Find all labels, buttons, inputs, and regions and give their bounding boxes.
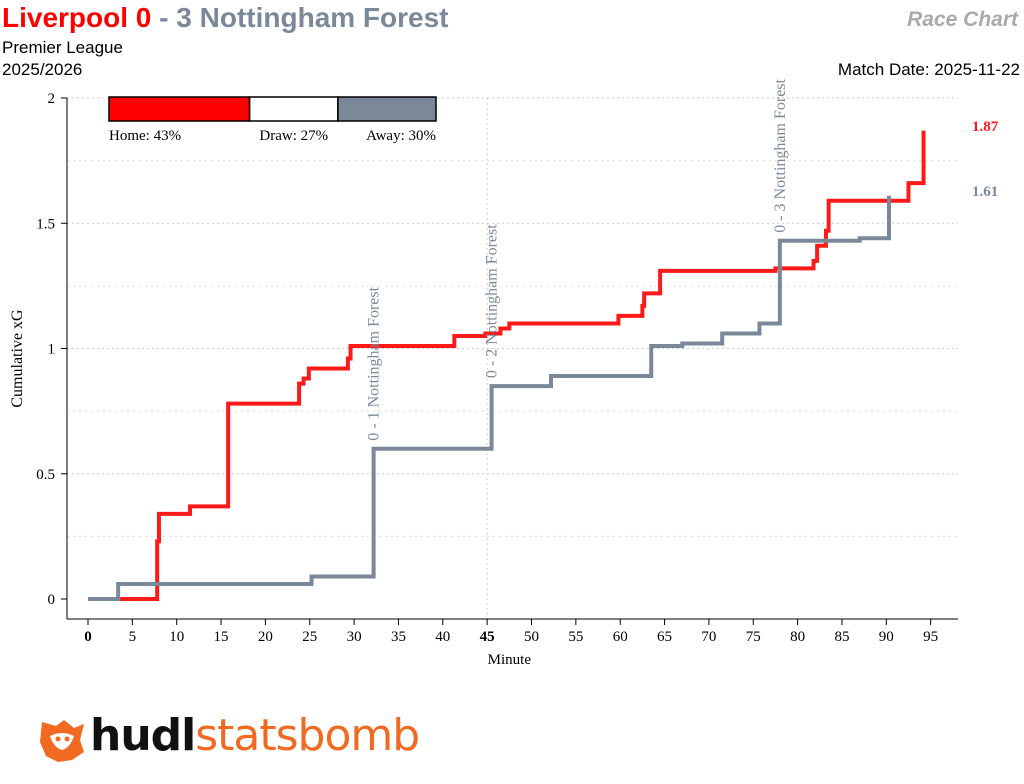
chart-type-label: Race Chart xyxy=(907,8,1018,31)
y-axis-label: Cumulative xG xyxy=(9,309,26,408)
x-tick-label: 50 xyxy=(524,629,539,645)
logo-wordmark: hudlstatsbomb xyxy=(90,710,420,761)
goal-annotation: 0 - 2 Nottingham Forest xyxy=(484,224,501,378)
x-axis-label: Minute xyxy=(488,652,532,668)
x-tick-label: 90 xyxy=(879,629,894,645)
y-tick-label: 1 xyxy=(48,342,56,358)
y-tick-label: 2 xyxy=(48,91,56,107)
chart-header: Liverpool 0 - 3 Nottingham Forest Premie… xyxy=(0,0,1024,90)
logo-statsbomb-text: statsbomb xyxy=(195,710,420,761)
probability-label: Away: 30% xyxy=(366,128,436,144)
probability-segment xyxy=(108,96,251,122)
x-tick-label: 30 xyxy=(347,629,362,645)
series-line xyxy=(88,130,926,601)
competition-name: Premier League xyxy=(2,38,123,57)
probability-label: Draw: 27% xyxy=(259,128,328,144)
x-tick-label: 75 xyxy=(746,629,761,645)
x-tick-label: 40 xyxy=(435,629,450,645)
x-tick-label: 45 xyxy=(480,629,495,645)
series-line xyxy=(88,195,891,601)
y-tick-label: 0 xyxy=(48,592,56,608)
x-tick-label: 80 xyxy=(790,629,805,645)
home-team-name: Liverpool xyxy=(2,2,129,33)
x-tick-label: 65 xyxy=(657,629,672,645)
season-label: 2025/2026 xyxy=(2,60,83,79)
y-tick-label: 1.5 xyxy=(36,216,55,232)
statsbomb-fox-icon xyxy=(40,720,84,762)
match-title: Liverpool 0 - 3 Nottingham Forest xyxy=(2,2,449,34)
x-tick-label: 10 xyxy=(169,629,184,645)
away-team-name: Nottingham Forest xyxy=(199,2,449,33)
x-tick-label: 0 xyxy=(84,629,92,645)
x-tick-label: 70 xyxy=(701,629,716,645)
x-tick-label: 95 xyxy=(923,629,938,645)
away-score: 3 xyxy=(176,2,192,33)
match-date: Match Date: 2025-11-22 xyxy=(837,60,1020,79)
x-tick-label: 20 xyxy=(258,629,273,645)
goal-annotation: 0 - 1 Nottingham Forest xyxy=(366,286,383,440)
probability-segment xyxy=(337,96,437,122)
probability-label: Home: 43% xyxy=(109,128,181,144)
series-final-label: 1.61 xyxy=(972,184,998,200)
x-tick-label: 15 xyxy=(214,629,229,645)
probability-segment xyxy=(248,96,339,122)
x-tick-label: 5 xyxy=(129,629,137,645)
hudl-statsbomb-logo: hudlstatsbomb xyxy=(34,708,420,774)
y-tick-label: 0.5 xyxy=(36,467,55,483)
x-tick-label: 35 xyxy=(391,629,406,645)
logo-hudl-text: hudl xyxy=(90,710,196,761)
home-score: 0 xyxy=(135,2,152,33)
x-tick-label: 85 xyxy=(834,629,849,645)
series-final-label: 1.87 xyxy=(972,119,999,135)
score-separator: - xyxy=(159,2,169,33)
race-chart: 00.511.520 5 10 15 20 25 30 35 40 45 50 55 60 65 70 75 8… xyxy=(9,78,999,668)
x-tick-label: 25 xyxy=(302,629,317,645)
x-tick-label: 60 xyxy=(613,629,628,645)
x-tick-label: 55 xyxy=(568,629,583,645)
goal-annotation: 0 - 3 Nottingham Forest xyxy=(772,78,789,232)
